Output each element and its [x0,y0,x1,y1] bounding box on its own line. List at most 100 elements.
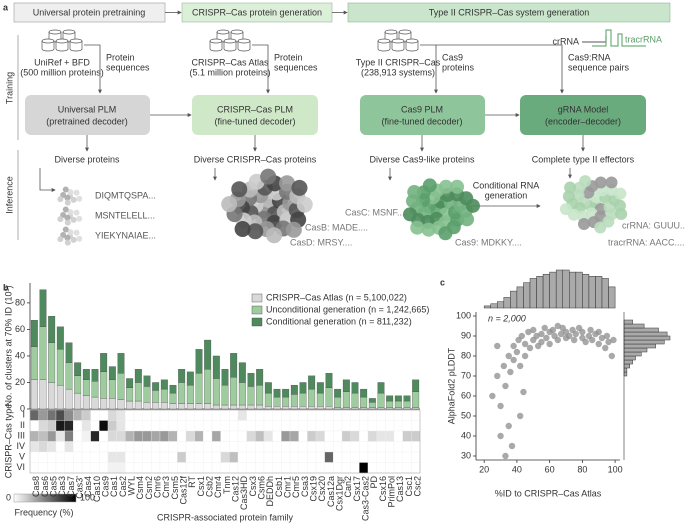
bar-segment [65,388,73,410]
heatmap-cell [107,430,117,442]
x-tick-label: Csx20 [317,476,327,502]
bar-segment [126,378,134,388]
x-tick-label: Cas7 [66,476,76,497]
x-tick-label: Csc1 [404,476,414,497]
x-tick-label: Csb2 [205,476,215,497]
protein-structure [57,236,64,243]
heatmap-cell [81,430,91,442]
bar-segment [316,382,324,394]
heatmap-cell [376,420,386,432]
protein-structure [231,181,248,198]
bar-segment [230,404,238,410]
heatmap-cell [55,409,65,421]
heatmap-cell [29,420,39,432]
bar-segment [308,375,316,390]
heatmap-cell [185,430,195,442]
bar-segment [126,387,134,402]
input-label: Cas9 [442,52,463,62]
bar-segment [264,406,272,410]
bar-segment [386,395,394,402]
protein-structure [605,176,618,189]
database-icon [230,29,244,35]
database-icon [41,38,55,44]
heatmap-row-label: II [20,420,25,430]
heatmap-cell [246,420,256,432]
bar-segment [82,379,90,396]
heatmap-cell [81,441,91,453]
scatter-point [521,352,529,360]
database-name: CRISPR–Cas Atlas [191,57,269,67]
histogram-bar [623,323,645,329]
heatmap-cell [393,430,403,442]
heatmap-cell [307,430,317,442]
histogram-bar [595,276,603,309]
histogram-bar [542,273,550,309]
x-tick-label: Cas4 [83,476,93,497]
histogram-bar [588,276,596,309]
heatmap-cell [99,420,109,432]
database-icon [209,41,223,52]
bar-segment [56,384,64,410]
bar-segment [178,382,186,404]
protein-structure [407,185,422,200]
heatmap-cell [107,409,117,421]
heatmap-cell [411,430,421,442]
heatmap-row-label: IV [16,441,25,451]
heatmap-cell [81,451,91,463]
heatmap-cell [203,441,213,453]
heatmap-cell [73,409,83,421]
bar-segment [342,391,350,408]
bar-segment [403,400,411,408]
bar-segment [368,402,376,408]
bar-segment [386,407,394,410]
x-tick-label: Cas13 [395,476,405,502]
heatmap-cell [411,441,421,453]
heatmap-frame [29,409,421,474]
arrow [252,44,270,94]
protein-structure [76,215,83,222]
heatmap-cell [281,462,291,474]
protein-structure [62,186,69,193]
scatter-point [557,330,565,338]
y-tick-label: 100 [456,310,471,320]
model-name: CRISPR–Cas PLM [217,104,293,114]
heatmap-cell [315,409,325,421]
heatmap-cell [159,451,169,463]
bar-segment [195,349,203,374]
model-box [25,95,150,135]
heatmap-row-label: III [17,431,25,441]
heatmap-cell [151,441,161,453]
protein-structure [57,216,64,223]
bar-segment [117,373,125,400]
heatmap-cell [64,409,74,421]
heatmap-cell [90,441,100,453]
bar-segment [299,392,307,407]
protein-structure [57,196,64,203]
heatmap-cell [341,420,351,432]
heatmap-cell [324,430,334,442]
panel-label: c [440,277,445,287]
bar-segment [230,377,238,406]
y-axis-label: AlphaFold2 pLDDT [446,347,456,424]
sequence: CasD: MRSY.... [290,237,352,247]
scatter-point [598,334,606,342]
histogram-bar [582,273,590,309]
arrow [39,168,56,192]
heatmap-cell [29,409,39,421]
bar-segment [82,395,90,410]
histogram-bar [490,303,498,309]
scatter-point [566,332,573,340]
heatmap-cell [237,441,247,453]
y-axis-label: No. of clusters at 70% ID (10³) [3,285,13,406]
heatmap-cell [237,462,247,474]
bar-segment [39,326,47,380]
bar-segment [334,407,342,410]
scatter-point [516,362,524,370]
scatter-point [508,442,516,450]
heatmap-cell [151,430,161,442]
scatter-point [549,326,557,334]
histogram-bar [575,271,583,309]
bar-segment [48,382,56,410]
bar-segment [82,369,90,380]
scatter-point [595,340,602,348]
